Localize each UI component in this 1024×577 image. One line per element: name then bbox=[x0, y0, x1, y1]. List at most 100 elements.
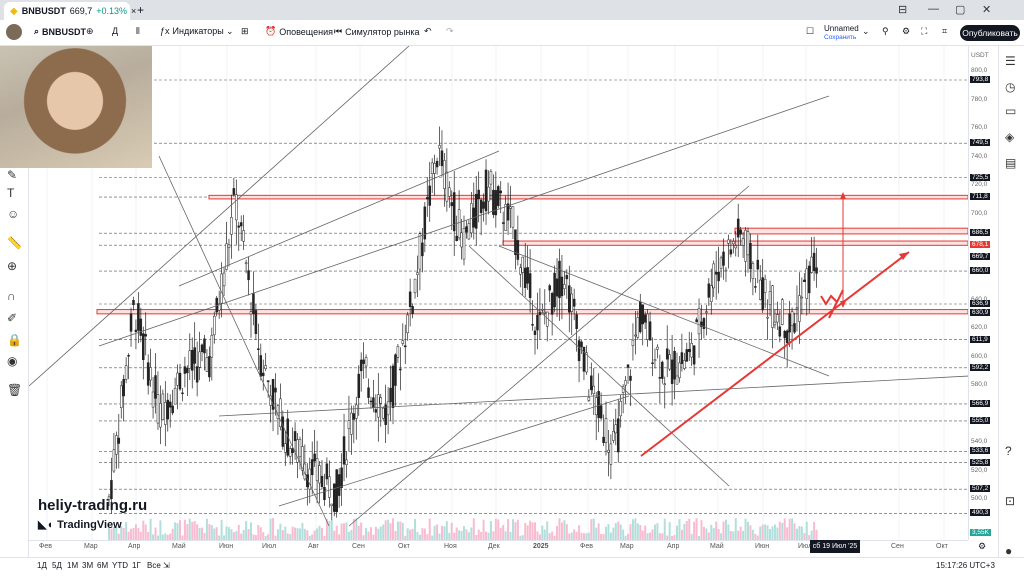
indicators-dropdown-icon[interactable]: ⌄ bbox=[226, 26, 234, 36]
alerts-button[interactable]: ⏰ Оповещения bbox=[265, 26, 333, 37]
range-button[interactable]: 6М bbox=[97, 561, 109, 570]
magnet-icon[interactable]: ∩ bbox=[7, 289, 16, 303]
volume-bar bbox=[504, 531, 507, 540]
notifications-icon[interactable]: ● bbox=[1005, 544, 1013, 558]
price-level-badge: 678,1 bbox=[970, 241, 991, 249]
candle-body bbox=[555, 278, 559, 297]
avatar[interactable] bbox=[6, 24, 22, 40]
candle-body bbox=[479, 199, 483, 214]
candle-body bbox=[139, 318, 143, 336]
volume-bar bbox=[240, 533, 243, 540]
range-button[interactable]: 1Д bbox=[37, 561, 47, 570]
layout-dropdown-icon[interactable]: ⌄ bbox=[862, 26, 870, 36]
range-button[interactable]: 1Г bbox=[132, 561, 141, 570]
range-button[interactable]: 5Д bbox=[52, 561, 62, 570]
interval-button[interactable]: Д bbox=[112, 26, 119, 36]
layers-icon[interactable]: ◈ bbox=[1005, 130, 1015, 144]
range-button[interactable]: 3М bbox=[82, 561, 94, 570]
volume-bar bbox=[183, 519, 186, 540]
compare-icon[interactable]: ⊕ bbox=[86, 26, 94, 36]
trash-icon[interactable]: 🗑 bbox=[7, 383, 23, 397]
templates-icon[interactable]: ⊞ bbox=[241, 26, 249, 36]
candle-body bbox=[734, 245, 738, 249]
range-button[interactable]: 1М bbox=[67, 561, 79, 570]
ideas-icon[interactable]: ⊡ bbox=[1005, 494, 1016, 508]
candle-body bbox=[244, 262, 248, 265]
candle-body bbox=[183, 366, 187, 374]
candle-body bbox=[526, 267, 529, 284]
volume-bar bbox=[325, 518, 328, 540]
minimize-icon[interactable]: — bbox=[928, 3, 939, 15]
help-icon[interactable]: ? bbox=[1005, 444, 1012, 458]
emoji-icon[interactable]: ☺ bbox=[7, 207, 20, 221]
chat-icon[interactable]: ▭ bbox=[1005, 104, 1017, 118]
candle-body bbox=[626, 364, 630, 368]
zoom-in-icon[interactable]: ⊕ bbox=[7, 259, 18, 273]
lock-drawings-icon[interactable]: ✐ bbox=[7, 311, 18, 325]
close-window-icon[interactable]: ✕ bbox=[982, 4, 992, 16]
candle-body bbox=[347, 420, 351, 429]
range-button[interactable]: Все bbox=[147, 561, 161, 570]
candle-body bbox=[766, 316, 769, 319]
undo-icon[interactable]: ↶ bbox=[424, 26, 432, 36]
scale-settings-icon[interactable]: ⚙ bbox=[978, 541, 987, 551]
volume-bar bbox=[590, 519, 593, 540]
watchlist-icon[interactable]: ☰ bbox=[1005, 54, 1016, 68]
layout-icon[interactable]: ⊟ bbox=[898, 4, 908, 16]
candle-body bbox=[653, 359, 657, 362]
candles-icon[interactable]: ⫴ bbox=[136, 26, 140, 36]
layout-name[interactable]: Unnamed Сохранить bbox=[824, 24, 859, 42]
lock-icon[interactable]: 🔒 bbox=[7, 333, 22, 347]
time-tick-label: Апр bbox=[667, 543, 680, 550]
candle-body bbox=[741, 238, 745, 246]
price-scale[interactable] bbox=[968, 46, 999, 540]
volume-bar bbox=[624, 535, 627, 540]
price-chart[interactable] bbox=[29, 46, 968, 540]
brush-icon[interactable]: ✎ bbox=[7, 168, 18, 182]
candle-body bbox=[793, 323, 796, 333]
price-level-badge: 566,9 bbox=[970, 399, 991, 407]
candle-body bbox=[497, 186, 500, 206]
volume-bar bbox=[531, 522, 534, 540]
currency-label[interactable]: USDT bbox=[971, 52, 989, 59]
redo-icon[interactable]: ↷ bbox=[446, 26, 454, 36]
candle-body bbox=[435, 160, 439, 168]
volume-bar bbox=[458, 530, 461, 540]
replay-button[interactable]: ⏮ Симулятор рынка bbox=[334, 26, 419, 37]
candle-body bbox=[639, 301, 642, 333]
volume-bar bbox=[685, 520, 688, 540]
browser-tab[interactable]: ◆ BNBUSDT 669,7 +0.13% × bbox=[4, 2, 136, 20]
fullscreen-icon[interactable]: ⛶ bbox=[921, 26, 928, 36]
publish-button[interactable]: Опубликовать bbox=[960, 25, 1020, 41]
candle-body bbox=[264, 365, 267, 369]
volume-bar bbox=[242, 529, 245, 540]
quick-search-icon[interactable]: ⚲ bbox=[882, 26, 889, 36]
time-scale[interactable] bbox=[29, 540, 968, 555]
date-range-icon[interactable]: ⇲ bbox=[163, 561, 170, 570]
tab-close-icon[interactable]: × bbox=[131, 6, 137, 16]
candle-body bbox=[536, 314, 539, 331]
range-button[interactable]: YTD bbox=[112, 561, 128, 570]
restore-icon[interactable]: ▢ bbox=[955, 4, 966, 16]
camera-icon[interactable]: ⌗ bbox=[942, 26, 948, 36]
alerts-clock-icon[interactable]: ◷ bbox=[1005, 80, 1016, 94]
volume-bar bbox=[751, 529, 754, 540]
candle-body bbox=[533, 330, 537, 335]
candle-body bbox=[619, 400, 622, 417]
volume-bar bbox=[149, 518, 152, 540]
text-icon[interactable]: T bbox=[7, 186, 15, 200]
symbol-search[interactable]: ⌕ BNBUSDT bbox=[34, 26, 86, 37]
clock[interactable]: 15:17:26 UTC+3 bbox=[936, 561, 995, 570]
layout-checkbox-icon[interactable]: ☐ bbox=[806, 26, 815, 36]
ruler-icon[interactable]: 📏 bbox=[7, 236, 22, 250]
eye-icon[interactable]: ◉ bbox=[7, 354, 18, 368]
volume-bar bbox=[384, 520, 387, 540]
brand-label: TradingView bbox=[57, 518, 122, 531]
candle-body bbox=[235, 194, 238, 221]
comments-icon[interactable]: ▤ bbox=[1005, 156, 1017, 170]
settings-icon[interactable]: ⚙ bbox=[902, 26, 911, 36]
candle-body bbox=[369, 400, 373, 403]
new-tab-button[interactable]: + bbox=[137, 3, 145, 17]
volume-bar bbox=[411, 528, 414, 540]
indicators-button[interactable]: ƒx Индикаторы bbox=[160, 26, 224, 36]
